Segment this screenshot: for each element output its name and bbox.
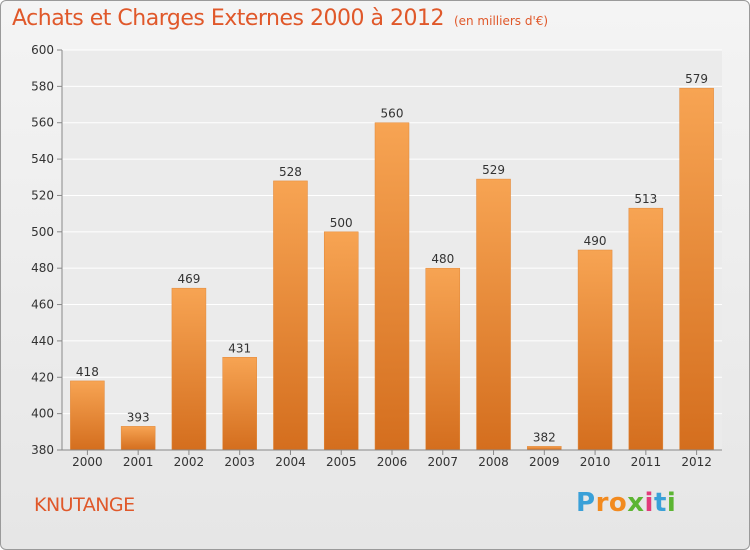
x-tick-label: 2011 [631, 455, 662, 469]
chart-title-text: Achats et Charges Externes 2000 à 2012 [12, 6, 444, 31]
logo-letter: i [644, 488, 654, 518]
y-tick-label: 400 [31, 407, 54, 421]
y-tick-label: 460 [31, 298, 54, 312]
x-tick-label: 2012 [681, 455, 712, 469]
logo-letter: r [595, 488, 609, 518]
data-label: 418 [76, 365, 99, 379]
bar [577, 249, 613, 451]
y-tick-label: 480 [31, 261, 54, 275]
logo-letter: o [608, 488, 628, 518]
data-label: 529 [482, 163, 505, 177]
y-tick-label: 440 [31, 334, 54, 348]
bar [679, 87, 714, 451]
x-tick-label: 2005 [326, 455, 357, 469]
bar [374, 122, 410, 451]
y-axis: 380 400 420 440 460 480 500 520 540 560 580 600 [31, 43, 63, 457]
y-tick-label: 380 [31, 443, 54, 457]
chart-subtitle: (en milliers d'€) [453, 14, 549, 28]
data-label: 480 [431, 252, 454, 266]
bar [476, 178, 511, 451]
logo-letter: t [653, 488, 667, 518]
bar [323, 231, 359, 451]
x-tick-label: 2006 [377, 455, 408, 469]
data-label: 382 [533, 430, 556, 444]
bar [527, 446, 562, 451]
logo-letter: P [576, 488, 596, 518]
bar [120, 426, 156, 451]
x-tick-label: 2008 [478, 455, 509, 469]
y-tick-label: 600 [31, 43, 54, 57]
logo-letter: x [627, 488, 645, 518]
bar [628, 207, 664, 451]
x-tick-label: 2007 [427, 455, 458, 469]
x-tick-label: 2001 [123, 455, 154, 469]
y-tick-label: 500 [31, 225, 54, 239]
data-label: 579 [685, 72, 708, 86]
x-tick-label: 2009 [529, 455, 560, 469]
data-label: 393 [127, 410, 150, 424]
x-tick-label: 2003 [224, 455, 255, 469]
data-labels: 418 393 469 431 528 500 560 480 529 382 490 513 579 [76, 72, 708, 444]
y-tick-label: 420 [31, 370, 54, 384]
x-tick-label: 2010 [580, 455, 611, 469]
y-tick-label: 580 [31, 79, 54, 93]
data-label: 560 [381, 107, 404, 121]
x-tick-label: 2004 [275, 455, 306, 469]
town-name: KNUTANGE [34, 494, 135, 516]
data-label: 500 [330, 216, 353, 230]
x-tick-label: 2000 [72, 455, 103, 469]
data-label: 490 [584, 234, 607, 248]
bar [273, 180, 308, 451]
bar [70, 380, 105, 451]
x-tick-label: 2002 [174, 455, 205, 469]
data-label: 469 [177, 272, 200, 286]
data-label: 431 [228, 341, 251, 355]
proxiti-logo: Proxiti [576, 488, 676, 518]
y-tick-label: 520 [31, 188, 54, 202]
bar [425, 267, 461, 451]
chart-title: Achats et Charges Externes 2000 à 2012 (e… [12, 6, 548, 31]
bar [171, 287, 207, 451]
x-axis: 2000 2001 2002 2003 2004 2005 2006 2007 2008 2009… [62, 449, 722, 469]
y-tick-label: 560 [31, 116, 54, 130]
bars [70, 87, 714, 451]
y-tick-label: 540 [31, 152, 54, 166]
bar [222, 357, 257, 451]
data-label: 513 [634, 192, 657, 206]
logo-letter: i [666, 488, 677, 518]
data-label: 528 [279, 165, 302, 179]
